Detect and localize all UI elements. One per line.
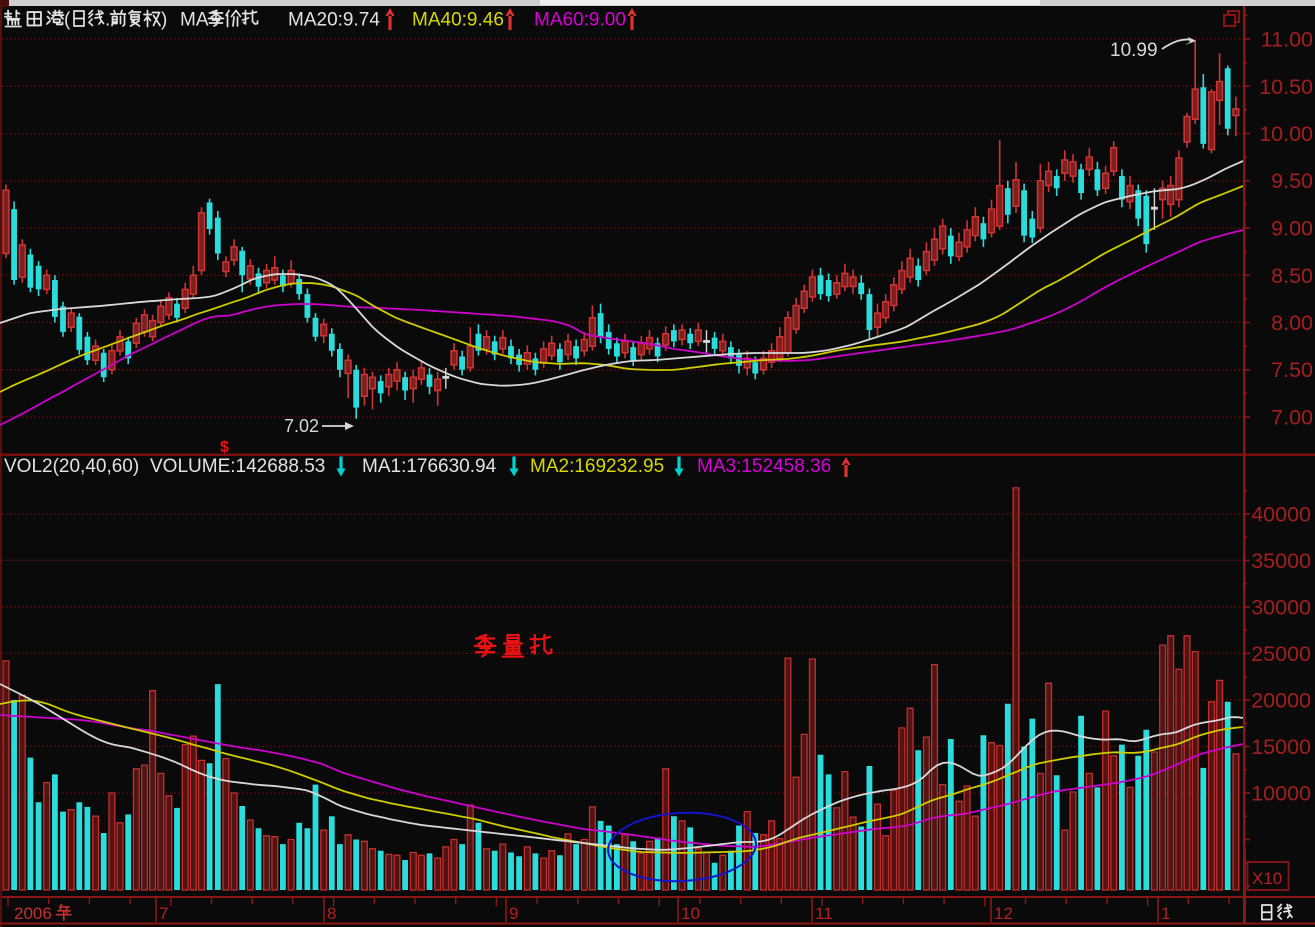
svg-text:10.50: 10.50 [1259,75,1313,99]
svg-text:11: 11 [815,904,833,923]
svg-text:8.50: 8.50 [1271,264,1313,288]
svg-text:12: 12 [994,904,1013,923]
svg-text:9: 9 [509,904,518,923]
svg-text:25000: 25000 [1251,642,1311,666]
svg-text:10: 10 [681,904,700,923]
svg-text:1: 1 [1161,904,1170,923]
svg-text:30000: 30000 [1251,595,1311,619]
svg-text:MA1:176630.94: MA1:176630.94 [362,456,497,477]
svg-text:VOL2(20,40,60): VOL2(20,40,60) [4,456,139,477]
svg-text:7.50: 7.50 [1271,358,1313,382]
svg-text:7.02: 7.02 [284,416,319,436]
svg-text:40000: 40000 [1251,502,1311,526]
svg-text:(: ( [64,10,71,31]
svg-text:8: 8 [327,904,336,923]
svg-text:15000: 15000 [1251,735,1311,759]
svg-text:MA40:9.46: MA40:9.46 [412,10,504,31]
svg-text:10.00: 10.00 [1259,122,1313,146]
svg-text:X10: X10 [1252,869,1282,888]
svg-text:): ) [161,10,167,31]
svg-text:2006: 2006 [14,904,52,923]
svg-text:$: $ [220,439,229,456]
svg-text:VOLUME:142688.53: VOLUME:142688.53 [150,456,325,477]
svg-text:7: 7 [159,904,168,923]
svg-text:10000: 10000 [1251,782,1311,806]
svg-text:7.00: 7.00 [1271,406,1313,430]
svg-text:9.50: 9.50 [1271,169,1313,193]
svg-text:MA: MA [180,10,209,31]
svg-text:MA20:9.74: MA20:9.74 [288,10,380,31]
svg-text:10.99: 10.99 [1110,40,1158,61]
svg-text:9.00: 9.00 [1271,217,1313,241]
svg-text:.: . [105,10,110,31]
svg-text:35000: 35000 [1251,549,1311,573]
svg-text:20000: 20000 [1251,689,1311,713]
svg-text:MA2:169232.95: MA2:169232.95 [530,456,664,477]
svg-text:8.00: 8.00 [1271,311,1313,335]
svg-text:11.00: 11.00 [1261,28,1313,52]
svg-text:MA60:9.00: MA60:9.00 [534,10,626,31]
svg-text:MA3:152458.36: MA3:152458.36 [697,456,831,477]
